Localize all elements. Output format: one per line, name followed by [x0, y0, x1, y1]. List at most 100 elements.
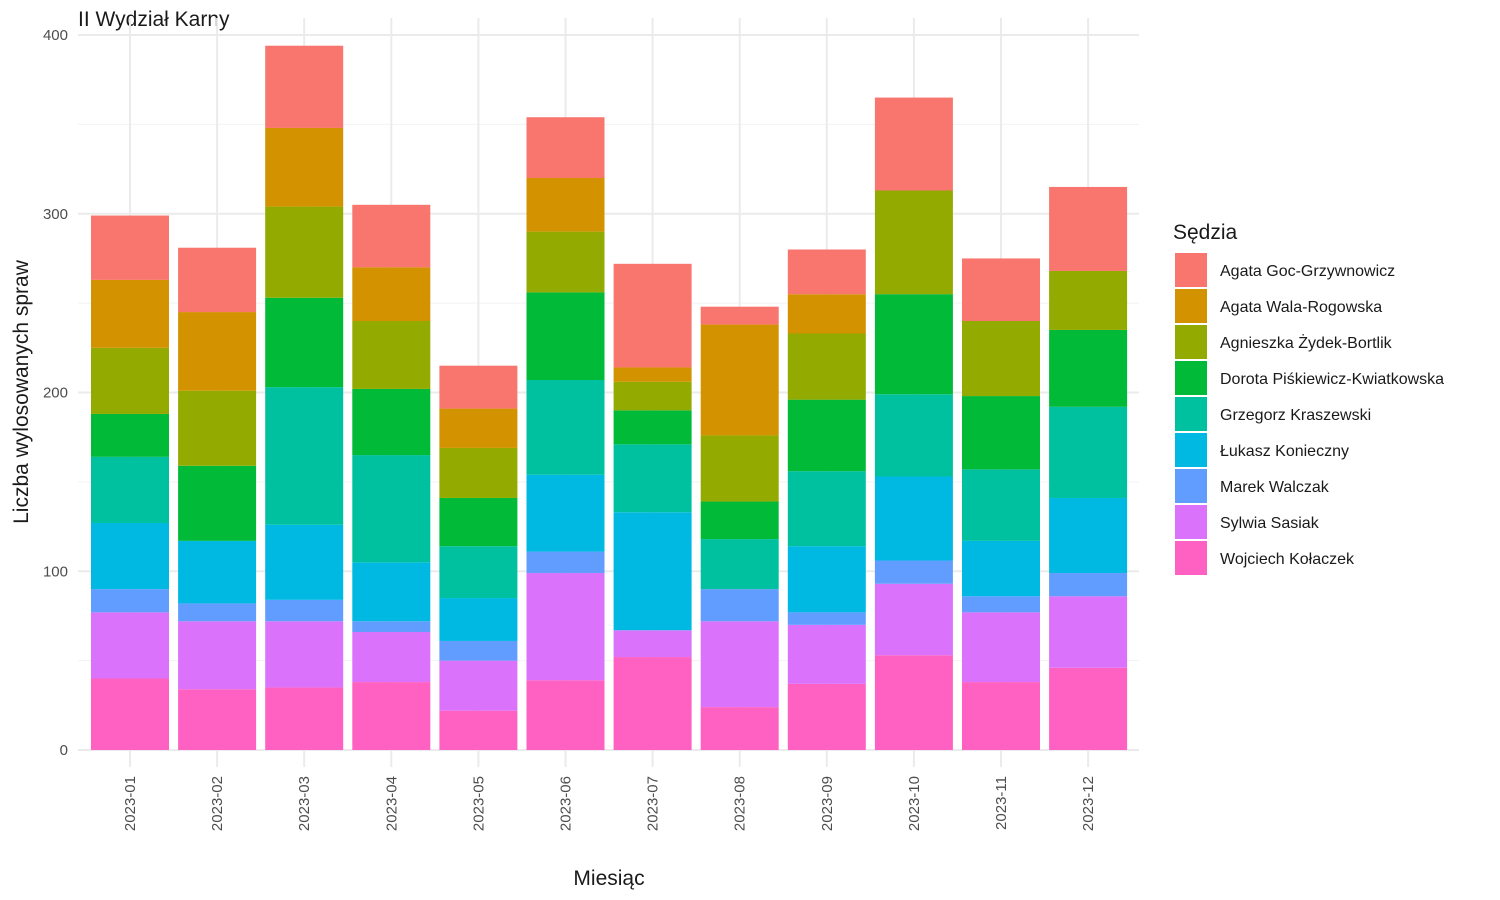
bar-segment: [439, 408, 518, 448]
bar-segment: [526, 117, 605, 178]
bar-segment: [700, 621, 779, 708]
bar-segment: [787, 249, 866, 295]
y-tick-label: 100: [43, 563, 68, 580]
y-tick-label: 0: [60, 742, 68, 759]
legend-label: Wojciech Kołaczek: [1220, 551, 1355, 568]
bar-segment: [962, 321, 1040, 397]
legend-label: Agata Wala-Rogowska: [1220, 299, 1382, 316]
bar-segment: [962, 596, 1040, 613]
y-tick-label: 300: [43, 206, 68, 223]
bar-segment: [962, 469, 1040, 541]
bar-segment: [613, 410, 692, 445]
legend-swatch: [1175, 541, 1207, 575]
y-tick-label: 400: [43, 27, 68, 44]
bar-segment: [439, 598, 518, 641]
legend-label: Agata Goc-Grzywnowicz: [1220, 263, 1395, 280]
bar-segment: [265, 297, 344, 388]
bar-segment: [526, 573, 605, 681]
bar-segment: [91, 678, 169, 750]
legend-swatch: [1175, 397, 1207, 431]
bar-segment: [439, 447, 518, 498]
bar-segment: [352, 632, 431, 683]
bar-segment: [91, 413, 169, 457]
bar-segment: [352, 562, 431, 622]
bar-segment: [1049, 596, 1128, 668]
y-axis-ticks: 0 100 200 300 400: [43, 27, 68, 759]
bar-segment: [874, 97, 953, 191]
bar-segment: [526, 231, 605, 293]
bar-segment: [700, 707, 779, 750]
bar-segment: [526, 379, 605, 475]
y-axis-title: Liczba wylosowanych spraw: [10, 259, 33, 524]
bar-segment: [178, 689, 257, 750]
bar-segment: [1049, 497, 1128, 574]
bar-segment: [613, 381, 692, 411]
bar-segment: [874, 560, 953, 584]
chart-title: II Wydział Karny: [78, 8, 230, 31]
legend-label: Marek Walczak: [1220, 479, 1330, 496]
bar-segment: [526, 474, 605, 552]
legend-label: Grzegorz Kraszewski: [1220, 407, 1371, 424]
legend-label: Łukasz Konieczny: [1220, 443, 1349, 460]
bar-segment: [91, 347, 169, 414]
bars: [91, 45, 1128, 750]
bar-segment: [962, 396, 1040, 470]
bar-segment: [526, 178, 605, 232]
bar-segment: [91, 215, 169, 280]
bar-segment: [352, 455, 431, 563]
y-tick-label: 200: [43, 385, 68, 402]
x-tick-label: 2023-11: [993, 776, 1010, 830]
bar-segment: [526, 551, 605, 574]
bar-segment: [962, 682, 1040, 750]
bar-segment: [787, 683, 866, 750]
bar-segment: [352, 682, 431, 750]
bar-segment: [1049, 406, 1128, 498]
x-tick-label: 2023-06: [558, 776, 575, 831]
bar-segment: [787, 333, 866, 400]
legend-title: Sędzia: [1173, 221, 1238, 244]
x-tick-label: 2023-12: [1080, 776, 1097, 831]
legend: Sędzia Agata Goc-Grzywnowicz Agata Wala-R…: [1173, 221, 1444, 575]
bar-segment: [962, 612, 1040, 683]
bar-segment: [265, 524, 344, 600]
bar-segment: [91, 612, 169, 679]
bar-segment: [787, 612, 866, 625]
bar-segment: [787, 471, 866, 547]
bar-segment: [265, 621, 344, 688]
bar-segment: [91, 522, 169, 590]
bar-segment: [178, 312, 257, 391]
bar-segment: [439, 710, 518, 750]
bar-segment: [613, 444, 692, 513]
bar-segment: [352, 321, 431, 389]
x-tick-label: 2023-08: [732, 776, 749, 831]
bar-segment: [700, 539, 779, 590]
bar-segment: [700, 324, 779, 436]
bar-segment: [787, 624, 866, 684]
bar-segment: [352, 204, 431, 268]
bar-segment: [874, 655, 953, 750]
bar-segment: [613, 512, 692, 631]
x-tick-label: 2023-07: [645, 776, 662, 831]
bar-segment: [352, 621, 431, 633]
bar-segment: [1049, 667, 1128, 750]
bar-segment: [874, 476, 953, 561]
bar-segment: [178, 390, 257, 466]
bar-segment: [178, 603, 257, 622]
x-tick-label: 2023-04: [383, 776, 400, 831]
bar-segment: [962, 258, 1040, 321]
bar-segment: [613, 630, 692, 658]
bar-segment: [178, 465, 257, 541]
bar-segment: [1049, 270, 1128, 330]
x-axis-title: Miesiąc: [573, 867, 644, 890]
bar-segment: [265, 206, 344, 298]
legend-swatch: [1175, 253, 1207, 287]
bar-segment: [439, 546, 518, 599]
bar-segment: [700, 306, 779, 325]
bar-segment: [178, 621, 257, 690]
bar-segment: [700, 435, 779, 502]
bar-segment: [874, 394, 953, 477]
bar-segment: [874, 190, 953, 295]
bar-segment: [178, 540, 257, 604]
legend-swatch: [1175, 469, 1207, 503]
